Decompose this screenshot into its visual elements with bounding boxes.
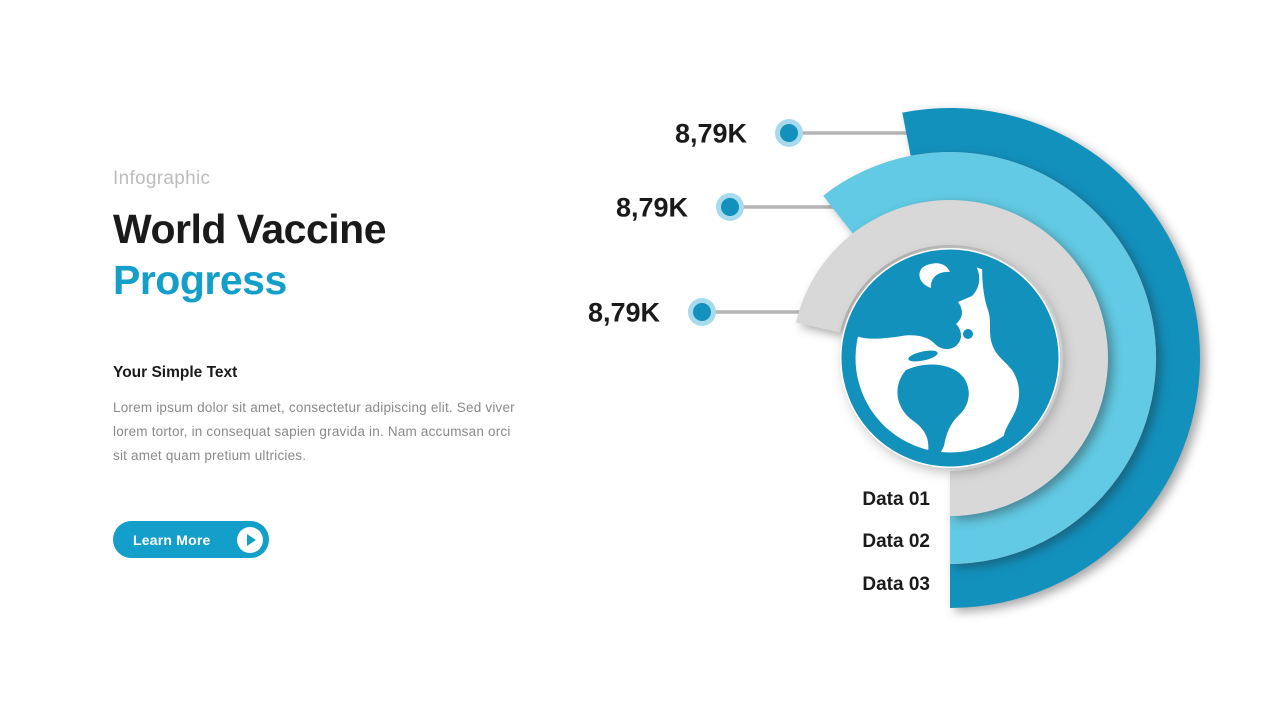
page-title-line2: Progress	[113, 257, 287, 303]
body-text: Lorem ipsum dolor sit amet, consectetur …	[113, 400, 515, 463]
ring-label-data-02: Data 02	[862, 531, 930, 552]
callout-value-2: 8,79K	[616, 193, 689, 223]
ring-label-data-03: Data 03	[862, 574, 930, 595]
page-title-line1: World Vaccine	[113, 206, 387, 252]
learn-more-label: Learn More	[133, 531, 211, 548]
ring-data-03	[902, 108, 1201, 609]
arc-rings	[796, 108, 1201, 609]
chart-labels: 8,79K 8,79K 8,79K Data 01 Data 02 Data 03	[588, 119, 930, 596]
callout-dots	[688, 119, 803, 326]
ring-data-02	[823, 151, 1157, 564]
callout-dot-1	[780, 124, 798, 142]
learn-more-button[interactable]: Learn More	[113, 521, 269, 558]
play-icon	[237, 526, 263, 553]
callout-dot-3	[693, 303, 711, 321]
callout-value-3: 8,79K	[588, 298, 661, 328]
ring-label-data-01: Data 01	[862, 489, 930, 510]
subheading: Your Simple Text	[113, 364, 238, 381]
globe-americas-icon	[840, 248, 1060, 468]
callout-value-1: 8,79K	[675, 119, 748, 149]
intro-panel: Infographic World Vaccine Progress Your …	[113, 168, 543, 558]
callout-dot-2	[721, 198, 739, 216]
kicker-label: Infographic	[113, 168, 211, 189]
